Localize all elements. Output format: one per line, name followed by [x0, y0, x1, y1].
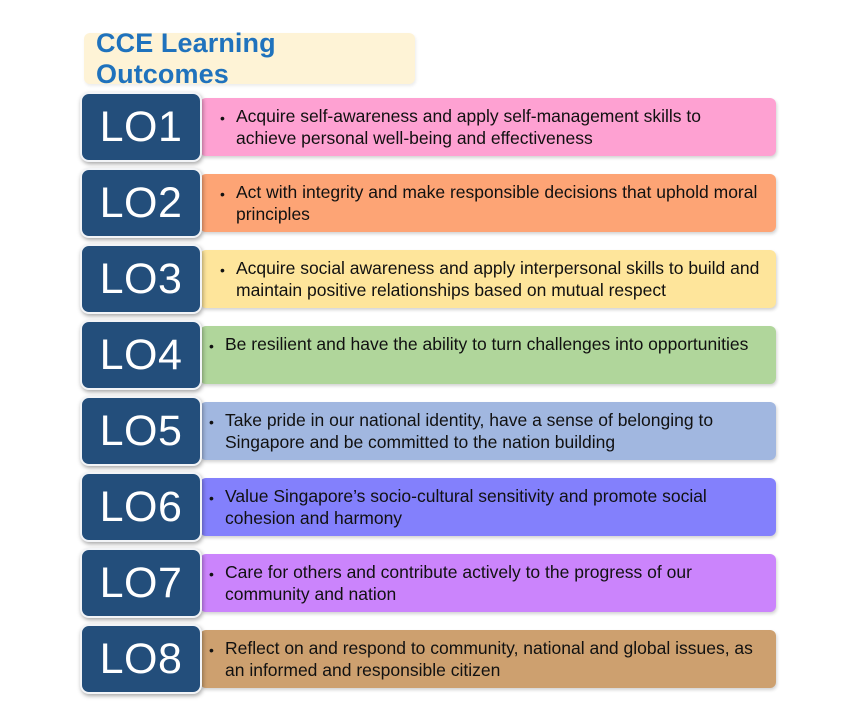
lo-badge: LO5: [80, 396, 202, 466]
outcome-description-box: • Reflect on and respond to community, n…: [200, 630, 776, 688]
outcome-description-box: • Value Singapore’s socio-cultural sensi…: [200, 478, 776, 536]
outcome-description: Reflect on and respond to community, nat…: [225, 638, 753, 680]
outcome-description: Act with integrity and make responsible …: [236, 182, 758, 224]
lo-label: LO6: [99, 482, 183, 531]
bullet-icon: •: [209, 642, 214, 658]
outcome-description: Take pride in our national identity, hav…: [225, 410, 714, 452]
bullet-icon: •: [220, 110, 225, 126]
lo-label: LO4: [99, 330, 183, 379]
outcome-description-box: • Care for others and contribute activel…: [200, 554, 776, 612]
outcome-row-lo7: LO7 • Care for others and contribute act…: [80, 548, 780, 618]
outcome-row-lo3: LO3 • Acquire social awareness and apply…: [80, 244, 780, 314]
lo-label: LO5: [99, 406, 183, 455]
lo-badge: LO2: [80, 168, 202, 238]
outcome-row-lo6: LO6 • Value Singapore’s socio-cultural s…: [80, 472, 780, 542]
outcome-description-box: • Act with integrity and make responsibl…: [200, 174, 776, 232]
outcome-description: Care for others and contribute actively …: [225, 562, 692, 604]
lo-label: LO2: [99, 178, 183, 227]
lo-badge: LO1: [80, 92, 202, 162]
lo-badge: LO8: [80, 624, 202, 694]
lo-label: LO3: [99, 254, 183, 303]
lo-badge: LO4: [80, 320, 202, 390]
bullet-icon: •: [220, 262, 225, 278]
lo-badge: LO6: [80, 472, 202, 542]
outcome-description-box: • Take pride in our national identity, h…: [200, 402, 776, 460]
outcome-row-lo4: LO4 • Be resilient and have the ability …: [80, 320, 780, 390]
lo-label: LO1: [99, 102, 183, 151]
bullet-icon: •: [209, 338, 214, 354]
outcome-row-lo5: LO5 • Take pride in our national identit…: [80, 396, 780, 466]
outcome-description: Be resilient and have the ability to tur…: [225, 334, 749, 354]
bullet-icon: •: [209, 490, 214, 506]
bullet-icon: •: [209, 566, 214, 582]
bullet-icon: •: [220, 186, 225, 202]
outcome-row-lo1: LO1 • Acquire self-awareness and apply s…: [80, 92, 780, 162]
lo-label: LO7: [99, 558, 183, 607]
outcome-description: Acquire social awareness and apply inter…: [236, 258, 760, 300]
lo-badge: LO7: [80, 548, 202, 618]
bullet-icon: •: [209, 414, 214, 430]
page-title: CCE Learning Outcomes: [96, 27, 276, 89]
outcome-row-lo2: LO2 • Act with integrity and make respon…: [80, 168, 780, 238]
outcome-description: Acquire self-awareness and apply self-ma…: [236, 106, 701, 148]
title-box: CCE Learning Outcomes: [84, 28, 415, 89]
lo-label: LO8: [99, 634, 183, 683]
outcome-description-box: • Acquire social awareness and apply int…: [200, 250, 776, 308]
outcome-description-box: • Acquire self-awareness and apply self-…: [200, 98, 776, 156]
outcome-description: Value Singapore’s socio-cultural sensiti…: [225, 486, 707, 528]
lo-badge: LO3: [80, 244, 202, 314]
outcome-row-lo8: LO8 • Reflect on and respond to communit…: [80, 624, 780, 694]
outcome-description-box: • Be resilient and have the ability to t…: [200, 326, 776, 384]
